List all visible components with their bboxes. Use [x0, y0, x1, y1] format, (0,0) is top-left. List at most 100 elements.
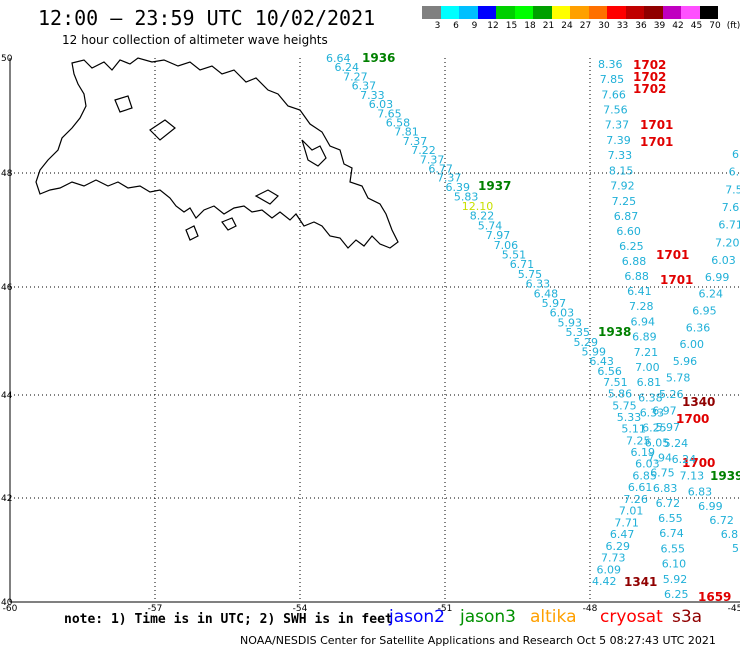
swh-value-1936: 7.65 [377, 107, 402, 120]
swh-value-1936: 6.61 [628, 481, 653, 494]
swh-value-1939: 5.78 [666, 372, 691, 385]
color-swatch [440, 6, 459, 19]
swh-value-1936: 8.22 [470, 210, 495, 223]
swh-value-1936: 5.11 [621, 423, 646, 436]
swh-value-1936: 7.71 [614, 516, 639, 529]
swh-value-1939: 6.24 [672, 453, 697, 466]
swh-value-1936: 7.22 [411, 144, 436, 157]
swh-value-1702: 7.66 [601, 88, 626, 101]
pass-number-label: 1700 [682, 456, 715, 470]
pass-number-label: 1701 [656, 248, 689, 262]
swh-value-1939: 6.95 [692, 305, 717, 318]
swh-value-1936: 5.33 [617, 411, 642, 424]
color-swatch [459, 6, 478, 19]
color-swatch [477, 6, 496, 19]
swh-value-1936: 6.43 [589, 355, 614, 368]
color-swatch [422, 6, 441, 19]
swh-value-1936: 5.83 [454, 190, 479, 203]
color-scale-label: 15 [505, 21, 518, 31]
swh-value-1939: 6.8 [729, 166, 740, 179]
footer-note: note: 1) Time is in UTC; 2) SWH is in fe… [64, 612, 393, 627]
swh-value-1702: 6.05 [645, 437, 670, 450]
swh-value-1936: 6.29 [606, 540, 631, 553]
legend-cryosat: cryosat [600, 607, 663, 627]
swh-value-1939: 6.99 [705, 271, 730, 284]
pass-number-label: 1340 [682, 395, 715, 409]
legend-s3a: s3a [672, 607, 703, 627]
swh-value-1936: 7.26 [623, 493, 648, 506]
swh-value-1939: 6.24 [699, 288, 724, 301]
color-swatch [496, 6, 515, 19]
color-scale: 3 6 9 12 15 18 21 24 27 30 33 36 39 42 45 70 (ft) [422, 6, 740, 34]
swh-value-1702: 6.60 [616, 225, 641, 238]
latitude-label: 46 [1, 283, 13, 293]
swh-value-1702: 7.39 [606, 134, 631, 147]
swh-value-1702: 6.89 [632, 331, 657, 344]
swh-value-1939: 6.00 [680, 338, 705, 351]
swh-value-1702: 6.88 [622, 255, 647, 268]
color-scale-label: 42 [672, 21, 684, 31]
color-scale-label: (ft) [726, 21, 740, 31]
swh-value-1702: 6.83 [653, 482, 678, 495]
pass-number-label: 1938 [598, 325, 631, 339]
swh-value-1936: 6.77 [428, 163, 453, 176]
swh-value-1939: 7.20 [715, 236, 740, 249]
color-scale-label: 70 [709, 21, 721, 31]
swh-value-1936: 6.33 [526, 278, 551, 291]
lat-lon-grid [10, 58, 740, 602]
swh-value-1702: 6.55 [661, 542, 686, 555]
pass-number-label: 1939 [710, 469, 740, 483]
longitude-label: -45 [728, 604, 740, 614]
swh-value-1702: 6.25 [664, 588, 689, 601]
swh-value-1936: 6.09 [597, 563, 622, 576]
swh-value-1939: 6.99 [698, 500, 723, 513]
swh-value-1939: 5.9 [732, 542, 740, 555]
color-scale-label: 33 [616, 21, 629, 31]
color-swatch [533, 6, 552, 19]
axis-tick-labels: -60 -57 -54 -51 -48 -45 50 48 46 44 42 40 [1, 54, 740, 614]
swh-value-1702: 6.74 [659, 527, 684, 540]
swh-value-1702: 7.28 [629, 300, 654, 313]
color-swatch [662, 6, 681, 19]
color-swatch [644, 6, 663, 19]
swh-value-1939: 5.97 [656, 421, 681, 434]
latitude-label: 42 [1, 494, 12, 504]
swh-value-1936: 5.75 [518, 268, 543, 281]
pass-number-label: 1341 [624, 575, 657, 589]
swh-value-1936: 5.97 [542, 297, 567, 310]
pass-number-label: 1659 [698, 590, 731, 604]
swh-value-1939: 6.97 [652, 405, 677, 418]
swh-value-1702: 8.36 [598, 58, 623, 71]
color-scale-label: 6 [453, 21, 459, 31]
longitude-label: -51 [438, 604, 453, 614]
swh-value-1936: 5.74 [478, 219, 503, 232]
swh-value-1702: 6.33 [640, 407, 665, 420]
swh-value-1702: 6.10 [662, 558, 687, 571]
swh-value-1702: 6.25 [642, 422, 667, 435]
swh-value-1936: 6.47 [610, 528, 635, 541]
swh-value-1702: 6.25 [619, 240, 644, 253]
swh-value-1936: 6.39 [446, 181, 471, 194]
swh-value-1939: 5.96 [673, 355, 698, 368]
legend-jason3: jason3 [460, 607, 516, 627]
swh-value-1936: 7.37 [420, 153, 445, 166]
swh-value-1702: 6.81 [637, 376, 662, 389]
swh-value-1702: 7.37 [605, 119, 630, 132]
color-swatch [514, 6, 533, 19]
swh-value-1936: 7.73 [601, 552, 626, 565]
swh-value-1936: 6.48 [534, 287, 559, 300]
swh-value-1936: 7.01 [619, 505, 644, 518]
color-scale-label: 9 [471, 21, 478, 31]
swh-value-1702: 7.94 [648, 452, 673, 465]
legend-jason2: jason2 [389, 607, 445, 627]
swh-value-1702: 7.56 [603, 104, 628, 117]
swh-value-1936: 6.24 [335, 61, 360, 74]
swh-value-1936: 7.27 [343, 70, 368, 83]
swh-value-1939: 5.26 [659, 388, 684, 401]
swh-value-1936: 7.33 [360, 89, 385, 102]
swh-value-1936: 6.19 [631, 446, 656, 459]
page-title: 12:00 — 23:59 UTC 10/02/2021 [38, 6, 376, 30]
color-swatch [570, 6, 589, 19]
pass-labels: 1936193719381939170217021702170117011701… [362, 51, 740, 604]
swh-value-1936: 5.93 [558, 316, 583, 329]
